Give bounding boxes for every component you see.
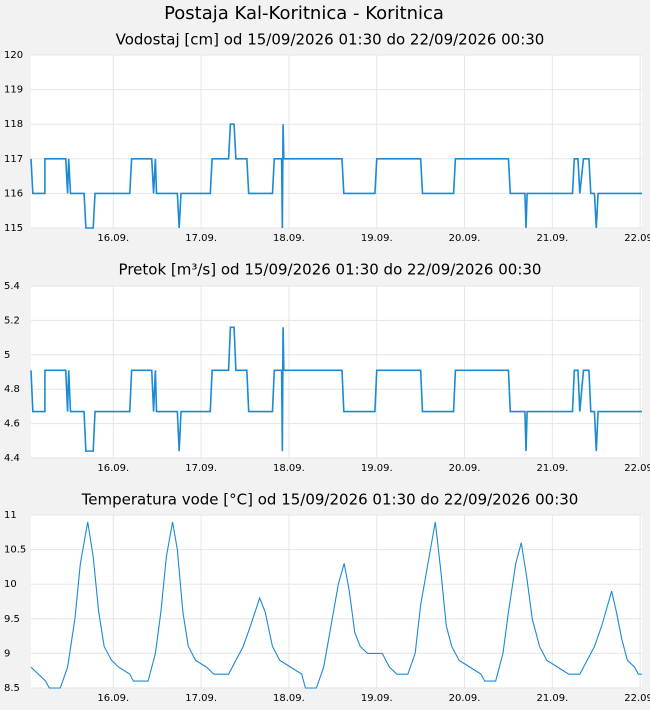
x-tick-label: 22.09. bbox=[624, 693, 650, 704]
x-tick-label: 16.09. bbox=[97, 233, 129, 244]
x-tick-label: 16.09. bbox=[97, 693, 129, 704]
x-tick-label: 21.09. bbox=[536, 693, 568, 704]
data-line bbox=[30, 123, 642, 229]
y-tick-label: 116 bbox=[4, 188, 23, 199]
x-tick-label: 20.09. bbox=[449, 463, 481, 474]
y-tick-label: 5.2 bbox=[4, 315, 20, 326]
y-tick-label: 115 bbox=[4, 223, 23, 234]
x-tick-label: 18.09. bbox=[273, 233, 305, 244]
y-tick-label: 119 bbox=[4, 85, 23, 96]
y-tick-label: 9 bbox=[4, 648, 10, 659]
y-tick-label: 5.4 bbox=[4, 281, 20, 292]
x-tick-label: 16.09. bbox=[97, 463, 129, 474]
y-tick-label: 10 bbox=[4, 579, 17, 590]
data-line bbox=[30, 326, 642, 452]
plot-area bbox=[31, 286, 642, 458]
y-tick-label: 4.6 bbox=[4, 419, 20, 430]
y-tick-label: 120 bbox=[4, 50, 23, 61]
y-tick-label: 5 bbox=[4, 350, 10, 361]
chart-title: Pretok [m³/s] od 15/09/2026 01:30 do 22/… bbox=[119, 261, 542, 279]
chart-title: Vodostaj [cm] od 15/09/2026 01:30 do 22/… bbox=[116, 31, 545, 49]
plot-area bbox=[31, 55, 642, 228]
y-tick-label: 4.4 bbox=[4, 453, 20, 464]
x-tick-label: 22.09. bbox=[624, 233, 650, 244]
x-tick-label: 17.09. bbox=[185, 233, 217, 244]
x-tick-label: 22.09. bbox=[624, 463, 650, 474]
data-line bbox=[30, 521, 642, 689]
x-tick-label: 20.09. bbox=[449, 233, 481, 244]
x-tick-label: 17.09. bbox=[185, 463, 217, 474]
x-tick-label: 19.09. bbox=[361, 463, 393, 474]
y-tick-label: 10.5 bbox=[4, 545, 26, 556]
x-tick-label: 18.09. bbox=[273, 693, 305, 704]
plot-area bbox=[31, 515, 642, 688]
page-title: Postaja Kal-Koritnica - Koritnica bbox=[164, 3, 444, 24]
x-tick-label: 20.09. bbox=[449, 693, 481, 704]
x-tick-label: 19.09. bbox=[361, 233, 393, 244]
y-tick-label: 9.5 bbox=[4, 614, 20, 625]
chart-title: Temperatura vode [°C] od 15/09/2026 01:3… bbox=[81, 491, 579, 509]
x-tick-label: 17.09. bbox=[185, 693, 217, 704]
y-tick-label: 118 bbox=[4, 119, 23, 130]
x-tick-label: 19.09. bbox=[361, 693, 393, 704]
x-tick-label: 18.09. bbox=[273, 463, 305, 474]
x-tick-label: 21.09. bbox=[536, 233, 568, 244]
x-tick-label: 21.09. bbox=[536, 463, 568, 474]
y-tick-label: 8.5 bbox=[4, 683, 20, 694]
y-tick-label: 11 bbox=[4, 510, 17, 521]
y-tick-label: 4.8 bbox=[4, 384, 20, 395]
y-tick-label: 117 bbox=[4, 154, 23, 165]
